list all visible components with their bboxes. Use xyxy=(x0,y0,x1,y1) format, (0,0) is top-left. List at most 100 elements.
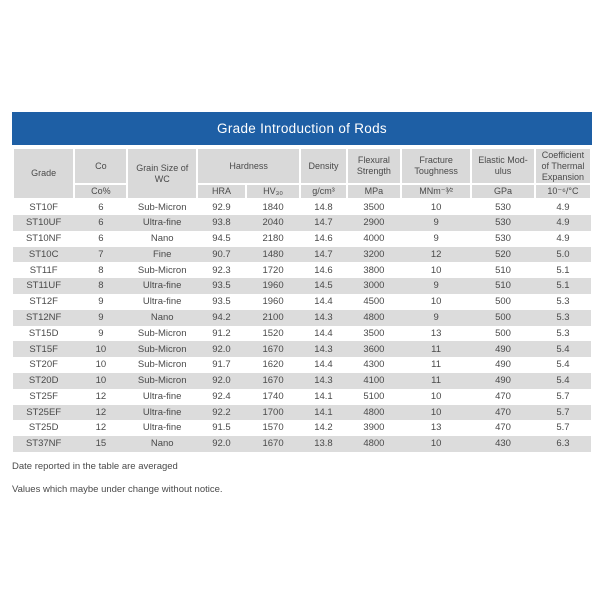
col-subheader-fracture-unit: MNm⁻³⁄² xyxy=(400,183,473,201)
cell-hra: 93.8 xyxy=(212,217,231,229)
cell-elastic-modulus: 500 xyxy=(495,311,511,323)
col-header-hardness: Hardness xyxy=(195,146,302,186)
cell-thermal-expansion: 4.9 xyxy=(556,217,570,229)
cell-grain-size: Ultra-fine xyxy=(142,422,182,434)
cell-grain-size: Fine xyxy=(152,248,172,260)
cell-elastic-modulus: 530 xyxy=(495,201,511,213)
cell-fracture-toughness: 10 xyxy=(430,406,442,418)
col-subheader-gpa: GPa xyxy=(470,183,536,201)
cell-flexural-strength: 4000 xyxy=(363,232,385,244)
table-row: ST25EF 12 Ultra-fine 92.2 1700 14.1 4800 10 470 5… xyxy=(13,404,591,421)
cell-thermal-expansion: 5.4 xyxy=(556,343,570,355)
cell-hv30: 2100 xyxy=(262,311,284,323)
cell-thermal-expansion: 4.9 xyxy=(556,201,570,213)
cell-grade: ST12NF xyxy=(25,311,62,323)
cell-hv30: 1670 xyxy=(262,343,284,355)
table-row: ST37NF 15 Nano 92.0 1670 13.8 4800 10 430 6.3 xyxy=(13,436,591,452)
cell-thermal-expansion: 5.7 xyxy=(556,390,570,402)
cell-density: 14.4 xyxy=(314,327,333,339)
cell-grade: ST11UF xyxy=(26,280,61,292)
page: Grade Introduction of Rods Grade Co Grai… xyxy=(11,112,593,495)
cell-elastic-modulus: 490 xyxy=(495,343,511,355)
cell-hra: 90.7 xyxy=(212,248,231,260)
table-row: ST10NF 6 Nano 94.5 2180 14.6 4000 9 530 4.9 xyxy=(13,231,591,247)
cell-thermal-expansion: 4.9 xyxy=(556,232,570,244)
cell-density: 14.4 xyxy=(314,296,333,308)
cell-grain-size: Sub-Micron xyxy=(137,359,187,371)
cell-co-percent: 9 xyxy=(98,296,104,308)
cell-flexural-strength: 4100 xyxy=(363,375,385,387)
cell-flexural-strength: 4800 xyxy=(363,438,385,450)
cell-hra: 91.7 xyxy=(212,359,231,371)
cell-co-percent: 6 xyxy=(98,232,104,244)
cell-fracture-toughness: 10 xyxy=(430,201,442,213)
cell-grade: ST15F xyxy=(29,343,58,355)
cell-grain-size: Sub-Micron xyxy=(137,327,187,339)
cell-density: 14.2 xyxy=(314,422,333,434)
cell-elastic-modulus: 430 xyxy=(495,438,511,450)
cell-co-percent: 9 xyxy=(98,311,104,323)
table-title-bar: Grade Introduction of Rods xyxy=(12,112,592,145)
cell-density: 14.3 xyxy=(314,343,333,355)
cell-density: 14.6 xyxy=(314,232,333,244)
cell-hra: 92.2 xyxy=(212,406,231,418)
table-row: ST10F 6 Sub-Micron 92.9 1840 14.8 3500 10 530 4.9 xyxy=(13,199,591,215)
cell-flexural-strength: 4800 xyxy=(363,406,385,418)
cell-hv30: 1720 xyxy=(262,264,284,276)
table-row: ST12NF 9 Nano 94.2 2100 14.3 4800 9 500 5.3 xyxy=(13,309,591,326)
cell-flexural-strength: 3800 xyxy=(363,264,385,276)
table-row: ST11UF 8 Ultra-fine 93.5 1960 14.5 3000 9 510 5.1 xyxy=(13,278,591,294)
col-header-flexural-strength: Flexural Strength xyxy=(345,146,403,186)
cell-hra: 93.5 xyxy=(212,296,231,308)
cell-flexural-strength: 4300 xyxy=(363,359,385,371)
table-row: ST25F 12 Ultra-fine 92.4 1740 14.1 5100 10 470 5.… xyxy=(13,389,591,405)
cell-co-percent: 12 xyxy=(95,422,107,434)
cell-grain-size: Sub-Micron xyxy=(137,264,187,276)
cell-hv30: 1480 xyxy=(262,248,284,260)
table-title: Grade Introduction of Rods xyxy=(217,121,387,136)
col-header-grade: Grade xyxy=(11,146,76,201)
table-row: ST15D 9 Sub-Micron 91.2 1520 14.4 3500 13 500 5.3 xyxy=(13,326,591,342)
cell-hra: 93.5 xyxy=(212,280,231,292)
cell-fracture-toughness: 9 xyxy=(433,280,439,292)
cell-density: 14.7 xyxy=(314,217,333,229)
cell-hv30: 1570 xyxy=(262,422,284,434)
cell-co-percent: 10 xyxy=(95,359,107,371)
table-row: ST15F 10 Sub-Micron 92.0 1670 14.3 3600 11 490 5.… xyxy=(13,341,591,358)
cell-grain-size: Nano xyxy=(150,232,174,244)
cell-flexural-strength: 3600 xyxy=(363,343,385,355)
cell-hv30: 1740 xyxy=(262,390,284,402)
grades-table: Grade Co Grain Size of WC Hardness Densi… xyxy=(11,146,593,452)
cell-grain-size: Sub-Micron xyxy=(137,343,187,355)
cell-grade: ST10C xyxy=(28,248,59,260)
cell-elastic-modulus: 490 xyxy=(495,375,511,387)
table-header: Grade Co Grain Size of WC Hardness Densi… xyxy=(11,146,593,201)
col-header-grain-size: Grain Size of WC xyxy=(126,146,198,201)
table-body: ST10F 6 Sub-Micron 92.9 1840 14.8 3500 10 530 4.9… xyxy=(13,199,591,452)
col-subheader-density-unit: g/cm³ xyxy=(299,183,348,201)
cell-hv30: 1670 xyxy=(262,438,284,450)
cell-co-percent: 15 xyxy=(95,438,107,450)
cell-thermal-expansion: 5.3 xyxy=(556,327,570,339)
cell-hra: 92.9 xyxy=(212,201,231,213)
cell-fracture-toughness: 10 xyxy=(430,296,442,308)
footnote-averaged: Date reported in the table are averaged xyxy=(12,460,178,472)
cell-elastic-modulus: 500 xyxy=(495,296,511,308)
cell-hra: 92.3 xyxy=(212,264,231,276)
cell-co-percent: 10 xyxy=(95,375,107,387)
cell-elastic-modulus: 510 xyxy=(495,280,511,292)
footnote-notice: Values which maybe under change without … xyxy=(12,483,223,495)
cell-fracture-toughness: 10 xyxy=(430,390,442,402)
cell-hra: 92.0 xyxy=(212,375,231,387)
table-row: ST12F 9 Ultra-fine 93.5 1960 14.4 4500 10 500 5.3 xyxy=(13,294,591,310)
cell-fracture-toughness: 11 xyxy=(431,359,442,371)
col-subheader-hv30: HV₃₀ xyxy=(244,183,302,201)
col-header-thermal-expansion: Coefficient of Thermal Expansion xyxy=(533,146,593,186)
cell-co-percent: 6 xyxy=(98,217,104,229)
cell-grain-size: Nano xyxy=(150,438,174,450)
cell-fracture-toughness: 10 xyxy=(430,264,442,276)
cell-grain-size: Nano xyxy=(150,311,174,323)
table-row: ST11F 8 Sub-Micron 92.3 1720 14.6 3800 10 510 5.1 xyxy=(13,262,591,278)
cell-grain-size: Ultra-fine xyxy=(142,390,182,402)
cell-flexural-strength: 4500 xyxy=(363,296,385,308)
